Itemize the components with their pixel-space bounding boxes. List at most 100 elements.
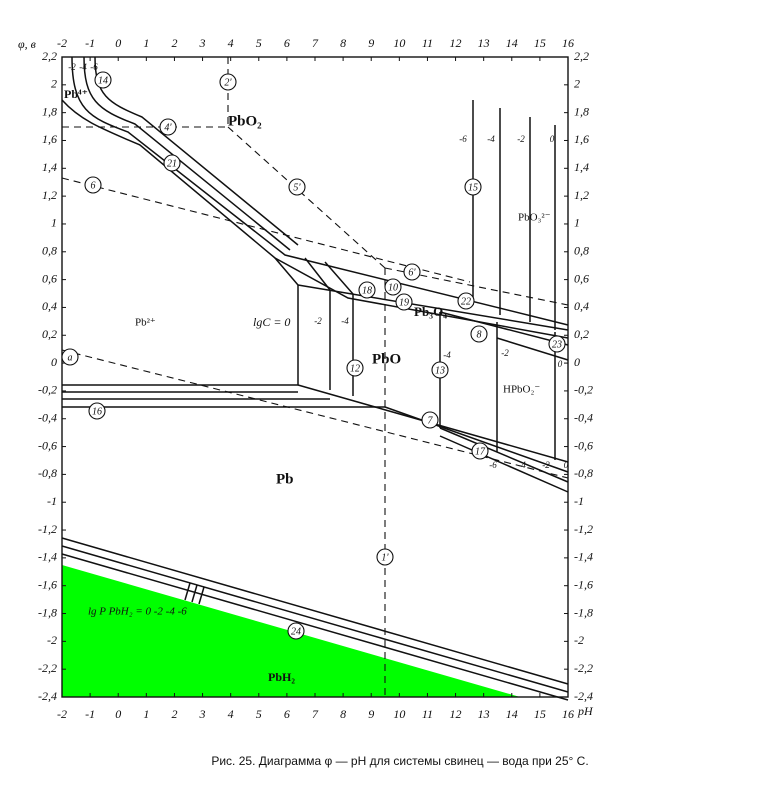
line-label: -2 xyxy=(314,316,322,326)
marker-circle xyxy=(431,361,449,379)
marker-circle xyxy=(470,325,488,343)
y-tick-label: -1 xyxy=(574,494,584,508)
y-tick-label: -1,2 xyxy=(38,522,57,536)
caption: Рис. 25. Диаграмма φ — pH для системы св… xyxy=(211,754,588,768)
y-tick-label: -0,2 xyxy=(38,383,57,397)
line xyxy=(61,537,569,685)
x-tick-label: 6 xyxy=(284,707,290,721)
y-tick-label: 1 xyxy=(574,216,580,230)
marker-circle xyxy=(84,176,102,194)
marker-label: 15 xyxy=(468,182,478,193)
x-tick-label: 4 xyxy=(228,707,234,721)
line xyxy=(304,257,331,291)
y-tick-label: -2,2 xyxy=(38,661,57,675)
x-tick-label: 14 xyxy=(506,707,518,721)
y-tick-label: 0,6 xyxy=(42,271,57,285)
y-tick-label: -1,6 xyxy=(38,577,57,591)
x-tick-label: 1 xyxy=(143,36,149,50)
line-label: 0 xyxy=(558,359,563,369)
marker-label: 18 xyxy=(362,285,372,296)
marker-circle xyxy=(395,293,413,311)
marker-label: 8 xyxy=(477,329,482,340)
line-label: 0 xyxy=(550,134,555,144)
x-tick-label: -2 xyxy=(57,36,67,50)
x-tick-label: 15 xyxy=(534,36,546,50)
marker-label: 13 xyxy=(435,365,445,376)
marker-label: 14 xyxy=(98,75,108,86)
line-label: -4 xyxy=(518,460,526,470)
y-tick-label: 0,8 xyxy=(574,244,589,258)
region-label: PbO₂ xyxy=(228,113,262,129)
y-tick-label: 2 xyxy=(574,77,580,91)
y-tick-label: 1,2 xyxy=(42,188,57,202)
line xyxy=(439,427,569,483)
line-label: -4 xyxy=(79,62,87,72)
x-tick-label: 8 xyxy=(340,36,346,50)
y-tick-label: 0,8 xyxy=(42,244,57,258)
x-tick-label: 3 xyxy=(199,36,206,50)
x-tick-label: 1 xyxy=(143,707,149,721)
marker-label: 5' xyxy=(293,182,301,193)
line-label: -4 xyxy=(341,316,349,326)
marker-circle xyxy=(384,278,402,296)
marker-circle xyxy=(94,71,112,89)
marker-label: 17 xyxy=(475,446,486,457)
marker-circle xyxy=(88,402,106,420)
y-tick-label: 0,2 xyxy=(42,327,57,341)
x-tick-label: 10 xyxy=(393,707,405,721)
marker-circle xyxy=(464,178,482,196)
line-label: -6 xyxy=(459,134,467,144)
y-tick-label: 1,6 xyxy=(42,132,57,146)
marker-label: 2' xyxy=(224,77,232,88)
dashed-line xyxy=(61,177,471,283)
marker-circle xyxy=(457,292,475,310)
x-tick-label: 10 xyxy=(393,36,405,50)
y-tick-label: 0,4 xyxy=(42,299,57,313)
region-label: PbO₃²⁻ xyxy=(518,212,551,224)
marker-circle xyxy=(358,281,376,299)
y-tick-label: 0 xyxy=(51,355,57,369)
y-tick-label: -2 xyxy=(47,633,57,647)
marker-label: 22 xyxy=(461,296,471,307)
y-tick-label: 0,2 xyxy=(574,327,589,341)
region-label: PbO xyxy=(372,351,401,367)
y-tick-label: 1,8 xyxy=(574,104,589,118)
y-tick-label: 0 xyxy=(574,355,580,369)
line-label: -6 xyxy=(90,62,98,72)
marker-circle xyxy=(548,335,566,353)
line-label: -4 xyxy=(487,134,495,144)
region-label: Pb²⁺ xyxy=(135,317,156,329)
y-tick-label: -0,4 xyxy=(38,410,57,424)
labels: φ, в pH PbO₂ Pb⁴⁺ Pb²⁺ lgC = 0 PbO Pb₃O₄… xyxy=(18,37,594,768)
region-label: lg P PbH₂ = 0 -2 -4 -6 xyxy=(88,606,187,618)
x-tick-label: 9 xyxy=(368,707,374,721)
marker-circle xyxy=(288,178,306,196)
y-tick-label: -2,4 xyxy=(574,689,593,703)
line xyxy=(94,56,299,246)
marker-circle xyxy=(163,154,181,172)
marker-label: 4' xyxy=(164,122,172,133)
marker-label: 12 xyxy=(350,363,360,374)
marker-label: 19 xyxy=(399,297,409,308)
y-tick-label: 1,4 xyxy=(574,160,589,174)
y-tick-label: -0,2 xyxy=(574,383,593,397)
y-tick-label: -0,6 xyxy=(574,438,593,452)
x-tick-label: 7 xyxy=(312,36,319,50)
region-label: Pb⁴⁺ xyxy=(64,87,88,101)
y-tick-label: -0,8 xyxy=(574,466,593,480)
line-label: -2 xyxy=(501,348,509,358)
line xyxy=(297,284,569,331)
y-tick-label: -2,2 xyxy=(574,661,593,675)
y-axis-label: φ, в xyxy=(18,37,36,51)
x-tick-label: 5 xyxy=(256,36,262,50)
line xyxy=(71,56,569,326)
x-axis-label: pH xyxy=(577,704,594,718)
y-tick-label: 1,2 xyxy=(574,188,589,202)
line-label: -6 xyxy=(489,460,497,470)
x-tick-label: 12 xyxy=(450,707,462,721)
y-tick-label: 2 xyxy=(51,77,57,91)
line-label: -2 xyxy=(517,134,525,144)
x-tick-label: 11 xyxy=(422,707,433,721)
x-tick-label: 8 xyxy=(340,707,346,721)
